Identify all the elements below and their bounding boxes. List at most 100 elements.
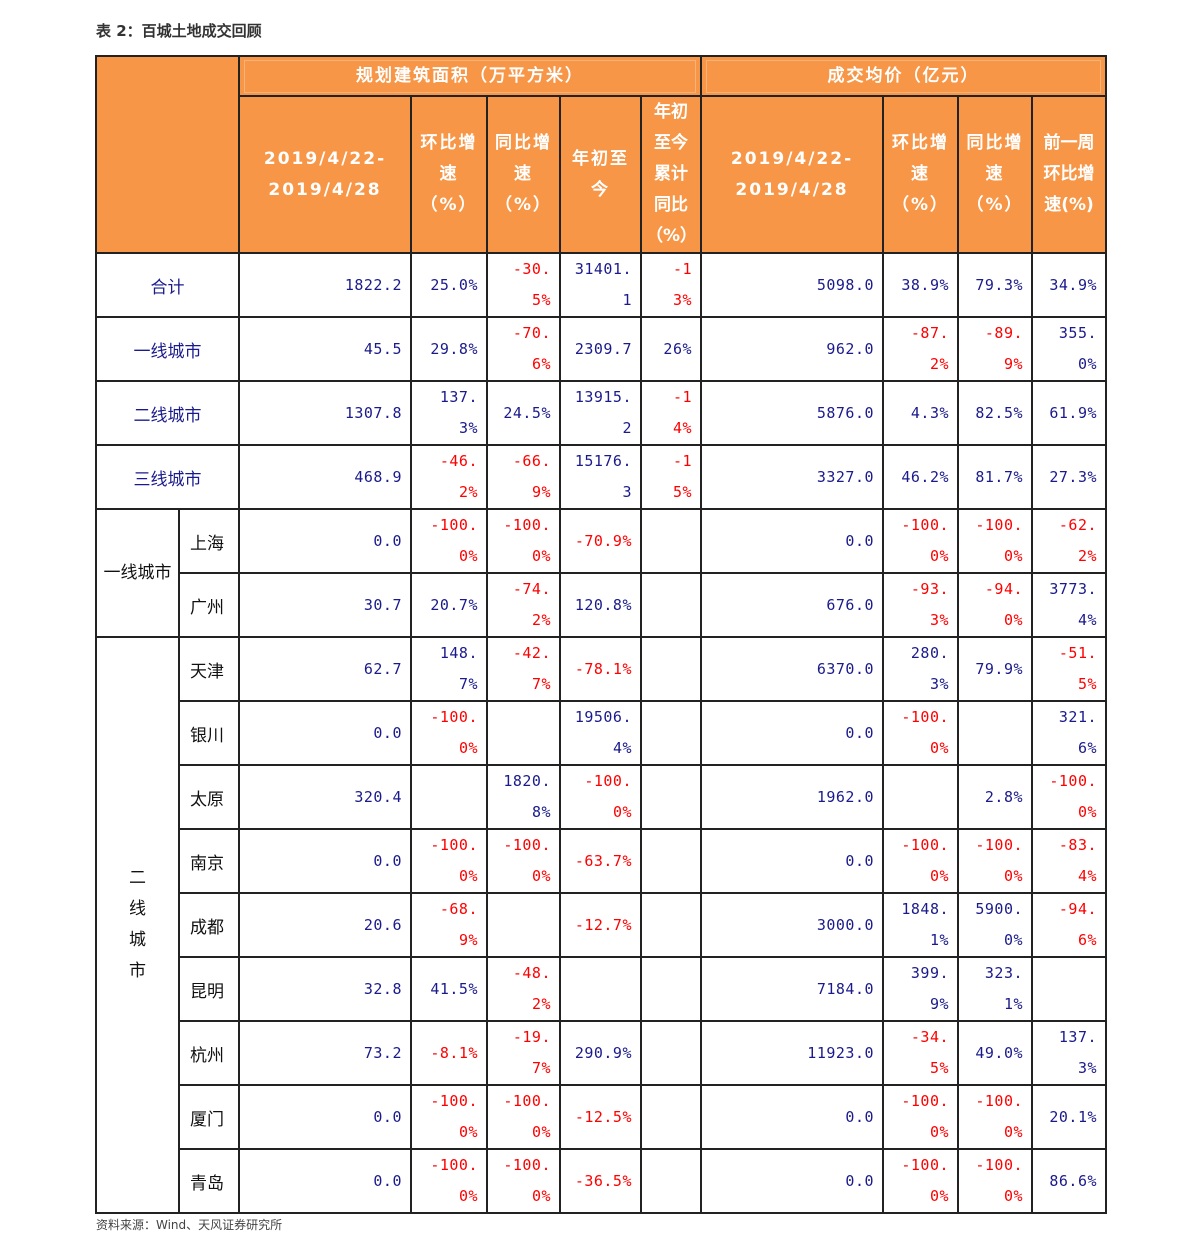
value-cell: 0.0 [700,700,885,766]
area-group-header: 规划建筑面积（万平方米） [237,55,703,97]
value-cell: 323.1% [957,956,1034,1022]
table-row: 二线城市 1307.8 137.3% 24.5% 13915.2 -14% 5876.0 4.… [95,380,1108,446]
value-cell: -15% [639,444,703,510]
value-cell: -93.3% [882,572,960,638]
value-cell: 3773.4% [1031,572,1108,638]
value-cell: -34.5% [882,1020,960,1086]
value-cell: -100.0% [410,700,488,766]
area-col-header: 环比增速（%） [410,95,488,254]
city-name: 青岛 [178,1148,240,1214]
value-cell [1031,956,1108,1022]
value-cell: -14% [639,380,703,446]
value-cell: 32.8 [238,956,412,1022]
value-cell: -100.0% [882,1148,960,1214]
city-name: 昆明 [178,956,240,1022]
value-cell: -30.5% [486,252,561,318]
value-cell: 46.2% [882,444,960,510]
value-cell: 0.0 [238,508,412,574]
value-cell: 61.9% [1031,380,1108,446]
value-cell: 2.8% [957,764,1034,830]
value-cell: 1307.8 [238,380,412,446]
value-cell: -12.5% [559,1084,642,1150]
value-cell: -83.4% [1031,828,1108,894]
value-cell: 137.3% [1031,1020,1108,1086]
value-cell: -100.0% [957,1148,1034,1214]
value-cell: -100.0% [1031,764,1108,830]
city-name: 广州 [178,572,240,638]
value-cell: -100.0% [882,700,960,766]
value-cell: 4.3% [882,380,960,446]
value-cell: 355.0% [1031,316,1108,382]
city-name: 天津 [178,636,240,702]
value-cell: 320.4 [238,764,412,830]
value-cell: 20.6 [238,892,412,958]
value-cell: 73.2 [238,1020,412,1086]
price-col-header: 前一周环比增速(%) [1031,95,1108,254]
value-cell: 49.0% [957,1020,1034,1086]
area-col-header: 年初至今累计同比（%） [639,95,703,254]
value-cell: 62.7 [238,636,412,702]
value-cell: 137.3% [410,380,488,446]
city-name: 杭州 [178,1020,240,1086]
value-cell: 19506.4% [559,700,642,766]
table-row: 南京 0.0 -100.0% -100.0% -63.7% 0.0 -100.0% -100.… [96,828,1108,894]
city-name: 上海 [178,508,240,574]
price-group-label: 成交均价（亿元） [706,59,1102,93]
table-row: 昆明 32.8 41.5% -48.2% 7184.0 399.9% 323.1% [96,956,1108,1022]
value-cell: -100.0% [486,508,561,574]
value-cell: -87.2% [882,316,960,382]
value-cell: 290.9% [559,1020,642,1086]
group-label: 一线城市 [95,508,180,638]
value-cell: 1822.2 [238,252,412,318]
value-cell [882,764,960,830]
value-cell [410,764,488,830]
value-cell: 1820.8% [486,764,561,830]
group-label: 二线城市 [95,636,180,1214]
value-cell: -62.2% [1031,508,1108,574]
value-cell: 27.3% [1031,444,1108,510]
value-cell [486,700,561,766]
value-cell: -100.0% [486,828,561,894]
price-group-header: 成交均价（亿元） [700,55,1108,97]
value-cell: -19.7% [486,1020,561,1086]
area-group-label: 规划建筑面积（万平方米） [244,59,697,93]
price-col-header: 环比增速（%） [882,95,960,254]
value-cell: -100.0% [957,828,1034,894]
value-cell: -48.2% [486,956,561,1022]
row-label: 一线城市 [95,316,240,382]
table-title: 表 2：百城土地成交回顾 [96,22,262,40]
value-cell [639,1148,703,1214]
value-cell: 41.5% [410,956,488,1022]
value-cell: 20.1% [1031,1084,1108,1150]
value-cell: 45.5 [238,316,412,382]
value-cell: 81.7% [957,444,1034,510]
area-col-header: 同比增速（%） [486,95,561,254]
value-cell: -78.1% [559,636,642,702]
value-cell: 26% [639,316,703,382]
value-cell: 3000.0 [700,892,885,958]
area-col-header: 2019/4/22-2019/4/28 [238,95,412,254]
value-cell: -100.0% [957,508,1034,574]
value-cell: 20.7% [410,572,488,638]
value-cell: -89.9% [957,316,1034,382]
value-cell: 34.9% [1031,252,1108,318]
value-cell: -74.2% [486,572,561,638]
value-cell [639,700,703,766]
price-col-header: 同比增速（%） [957,95,1034,254]
value-cell: 25.0% [410,252,488,318]
value-cell: -100.0% [410,1148,488,1214]
city-name: 成都 [178,892,240,958]
value-cell: 3327.0 [700,444,885,510]
table-row: 三线城市 468.9 -46.2% -66.9% 15176.3 -15% 3327.0 46… [95,444,1108,510]
value-cell: 24.5% [486,380,561,446]
value-cell: 29.8% [410,316,488,382]
value-cell: 5876.0 [700,380,885,446]
value-cell [486,892,561,958]
table-row: 成都 20.6 -68.9% -12.7% 3000.0 1848.1% 5900.0% -9… [96,892,1108,958]
value-cell: 86.6% [1031,1148,1108,1214]
value-cell: -13% [639,252,703,318]
city-name: 太原 [178,764,240,830]
value-cell: 2309.7 [559,316,642,382]
value-cell: -94.6% [1031,892,1108,958]
value-cell: 280.3% [882,636,960,702]
